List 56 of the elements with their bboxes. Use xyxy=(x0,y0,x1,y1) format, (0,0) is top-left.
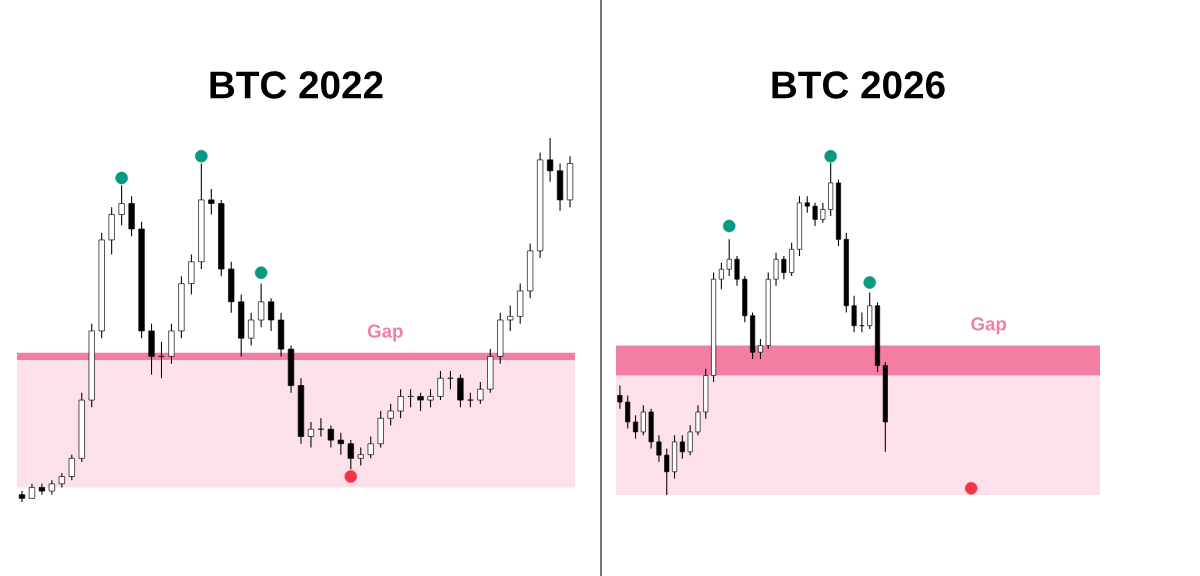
candlestick xyxy=(679,434,685,460)
candlestick xyxy=(546,137,554,183)
candlestick xyxy=(38,483,46,496)
candlestick xyxy=(437,370,444,401)
candlestick xyxy=(367,435,374,459)
point xyxy=(722,219,736,233)
candlestick xyxy=(18,490,26,503)
candlestick xyxy=(789,242,795,277)
band-label: Gap xyxy=(367,324,403,342)
candlestick xyxy=(258,283,265,328)
candlestick xyxy=(357,446,364,467)
candlestick xyxy=(773,252,779,287)
candlestick xyxy=(68,454,75,481)
point xyxy=(195,149,208,163)
point xyxy=(863,276,876,289)
candlestick xyxy=(656,434,662,463)
candlestick xyxy=(625,394,631,430)
candlestick xyxy=(734,255,740,287)
candlestick xyxy=(617,384,623,410)
candlestick xyxy=(640,404,646,436)
candlestick xyxy=(327,425,335,448)
candlestick xyxy=(208,188,215,215)
point xyxy=(254,266,268,279)
candlestick xyxy=(337,432,344,456)
point xyxy=(344,470,358,483)
chart-title: BTC 2026 xyxy=(772,71,945,99)
candlestick xyxy=(397,388,404,419)
band-label: Gap xyxy=(971,317,1007,335)
candlestick xyxy=(118,184,125,226)
candlestick xyxy=(347,439,354,470)
candlestick xyxy=(457,374,464,408)
candlestick xyxy=(417,392,424,412)
point xyxy=(115,171,128,185)
candlestick xyxy=(248,312,255,347)
candlestick xyxy=(387,403,394,427)
candlestick xyxy=(427,388,434,408)
point xyxy=(824,150,837,163)
candlestick xyxy=(633,414,639,440)
candlestick xyxy=(718,262,724,290)
candlestick xyxy=(307,421,315,448)
candlestick xyxy=(188,253,195,296)
candlestick xyxy=(820,202,826,224)
candlestick xyxy=(726,238,732,277)
candlestick xyxy=(851,295,857,333)
candlestick xyxy=(664,447,670,496)
point xyxy=(964,482,978,495)
candlestick xyxy=(267,297,275,332)
candlestick xyxy=(781,255,787,280)
chart-title: BTC 2022 xyxy=(210,71,383,99)
candlestick xyxy=(757,338,763,360)
candlestick xyxy=(477,381,484,405)
candlestick xyxy=(695,404,701,436)
candlestick xyxy=(687,424,693,456)
candlestick xyxy=(507,304,514,332)
candlestick xyxy=(867,291,873,330)
candlestick xyxy=(812,202,818,227)
